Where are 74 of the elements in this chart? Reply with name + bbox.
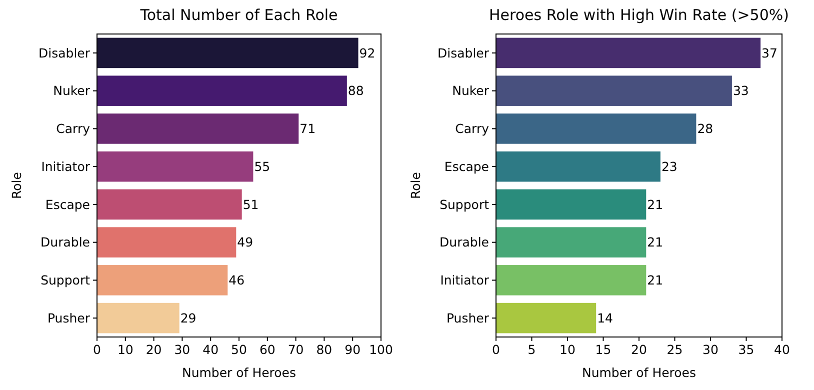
- bar: [97, 151, 254, 182]
- data-label: 28: [697, 121, 714, 136]
- y-axis-title: Role: [9, 172, 24, 199]
- x-tick-label: 100: [369, 342, 393, 357]
- bar: [496, 151, 660, 182]
- data-label: 21: [647, 272, 664, 288]
- x-tick-label: 40: [774, 342, 790, 357]
- x-tick-label: 80: [316, 342, 332, 357]
- y-tick-label: Pusher: [446, 310, 490, 326]
- bar: [496, 114, 696, 144]
- y-axis-title: Role: [408, 172, 423, 199]
- x-tick-label: 90: [344, 342, 361, 357]
- data-label: 92: [359, 45, 376, 60]
- bar: [97, 114, 299, 144]
- x-tick-label: 10: [117, 342, 134, 357]
- y-tick-label: Support: [40, 272, 90, 288]
- y-tick-label: Carry: [455, 121, 490, 136]
- x-tick-label: 40: [202, 342, 219, 357]
- bar: [496, 227, 646, 258]
- data-label: 29: [180, 310, 196, 326]
- x-tick-label: 30: [702, 342, 718, 357]
- bar: [97, 38, 358, 68]
- chart-title: Heroes Role with High Win Rate (>50%): [489, 6, 789, 24]
- bar: [97, 76, 347, 106]
- data-label: 21: [647, 234, 664, 250]
- y-tick-label: Initiator: [41, 158, 91, 174]
- data-label: 21: [647, 196, 664, 212]
- data-label: 55: [254, 158, 270, 174]
- bar: [97, 189, 242, 220]
- y-tick-label: Durable: [440, 234, 490, 250]
- y-tick-label: Durable: [40, 234, 90, 250]
- x-tick-label: 30: [174, 342, 190, 357]
- x-tick-label: 0: [93, 342, 102, 357]
- bar: [97, 227, 236, 258]
- y-tick-label: Carry: [56, 121, 91, 136]
- x-tick-label: 20: [631, 342, 647, 357]
- bar: [496, 76, 732, 106]
- y-tick-label: Initiator: [440, 272, 490, 288]
- bar: [97, 265, 228, 296]
- x-tick-label: 60: [259, 342, 276, 357]
- bar: [97, 302, 180, 334]
- data-label: 51: [242, 196, 259, 212]
- data-label: 49: [237, 234, 254, 250]
- y-tick-label: Escape: [45, 196, 90, 212]
- x-tick-label: 25: [666, 342, 683, 357]
- chart-title: Total Number of Each Role: [139, 6, 338, 24]
- x-axis-title: Number of Heroes: [182, 365, 296, 380]
- x-tick-label: 15: [595, 342, 612, 357]
- x-tick-label: 20: [146, 342, 162, 357]
- bar: [496, 189, 646, 220]
- x-tick-label: 0: [492, 342, 500, 357]
- x-tick-label: 5: [528, 342, 536, 357]
- y-tick-label: Nuker: [452, 83, 490, 98]
- x-tick-label: 70: [288, 342, 304, 357]
- x-axis-title: Number of Heroes: [582, 365, 696, 380]
- data-label: 33: [732, 83, 749, 98]
- y-tick-label: Nuker: [53, 83, 91, 98]
- data-label: 46: [228, 272, 245, 288]
- y-tick-label: Support: [440, 196, 490, 212]
- y-tick-label: Escape: [444, 158, 490, 174]
- bar: [496, 302, 596, 334]
- data-label: 88: [348, 83, 364, 98]
- x-tick-label: 50: [231, 342, 247, 357]
- data-label: 71: [300, 121, 316, 136]
- y-tick-label: Pusher: [47, 310, 91, 326]
- x-tick-label: 35: [738, 342, 754, 357]
- data-label: 14: [597, 310, 614, 326]
- data-label: 23: [661, 158, 678, 174]
- bar: [496, 265, 646, 296]
- x-tick-label: 10: [560, 342, 576, 357]
- bar: [496, 38, 761, 68]
- y-tick-label: Disabler: [38, 45, 91, 60]
- data-label: 37: [762, 45, 778, 60]
- y-tick-label: Disabler: [437, 45, 490, 60]
